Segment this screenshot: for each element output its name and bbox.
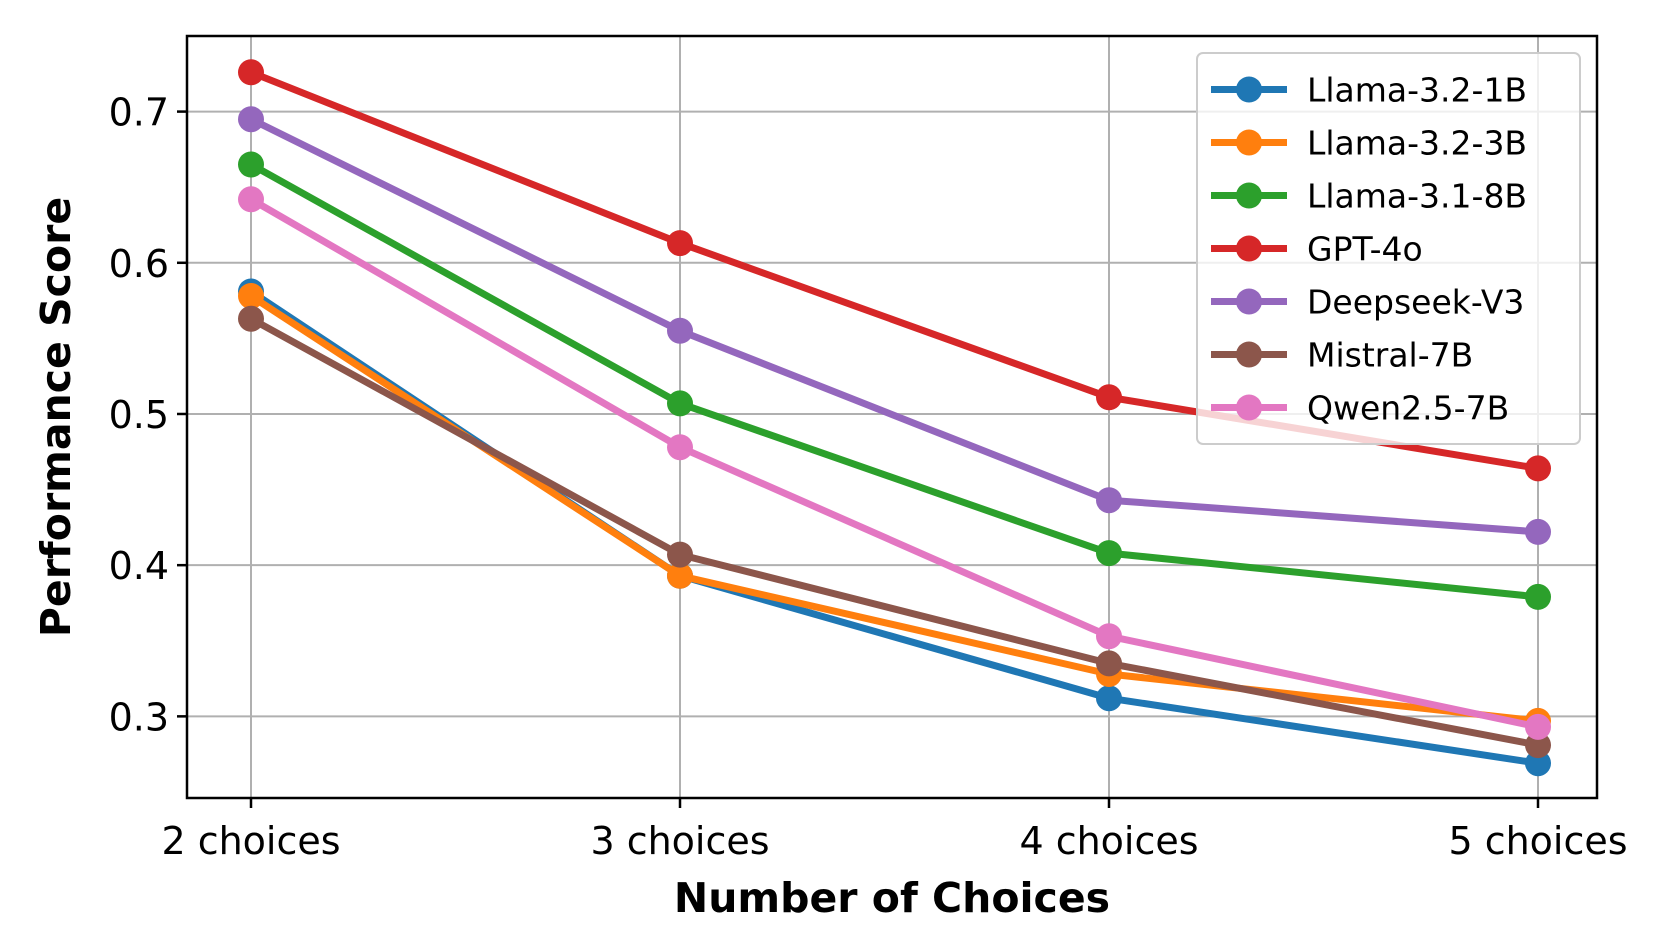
legend-marker	[1236, 76, 1262, 103]
legend-item: GPT-4o	[1211, 230, 1423, 269]
x-axis-title: Number of Choices	[674, 874, 1110, 922]
data-point	[1525, 583, 1551, 610]
legend-item: Deepseek-V3	[1211, 283, 1524, 322]
y-tick-label: 0.5	[109, 393, 169, 437]
data-point	[667, 230, 693, 257]
series-line	[249, 315, 1539, 749]
legend-marker	[1236, 288, 1262, 315]
data-point	[667, 317, 693, 344]
data-point	[667, 541, 693, 568]
legend-item: Qwen2.5-7B	[1211, 389, 1509, 428]
legend-marker	[1236, 394, 1262, 421]
legend-label: Llama-3.1-8B	[1307, 177, 1527, 216]
x-tick-label: 4 choices	[1019, 819, 1198, 863]
data-point	[667, 562, 693, 589]
legend-item: Llama-3.2-1B	[1211, 71, 1527, 110]
legend-label: Qwen2.5-7B	[1307, 389, 1509, 428]
data-point	[1525, 713, 1551, 740]
data-point	[667, 434, 693, 461]
data-point	[1525, 732, 1551, 759]
data-point	[238, 106, 264, 133]
data-point	[1525, 750, 1551, 777]
data-point	[1096, 685, 1122, 712]
data-point	[1525, 518, 1551, 545]
legend-marker	[1236, 182, 1262, 209]
data-point	[667, 390, 693, 417]
legend-marker	[1236, 129, 1262, 156]
legend-item: Llama-3.2-3B	[1211, 124, 1527, 163]
y-tick-label: 0.4	[109, 544, 169, 588]
legend: Llama-3.2-1B Llama-3.2-3B Llama-3.1-8B GPT-…	[1196, 52, 1581, 445]
data-point	[238, 283, 264, 309]
x-tick-label: 3 choices	[590, 819, 769, 863]
series-deepseek-v3	[238, 106, 1551, 545]
legend-label: GPT-4o	[1307, 230, 1423, 269]
legend-marker	[1236, 341, 1262, 368]
legend-label: Llama-3.2-1B	[1307, 71, 1527, 110]
series-group	[238, 59, 1551, 777]
data-point	[1525, 455, 1551, 482]
series-mistral-7b	[238, 305, 1551, 759]
series-line	[249, 196, 1539, 731]
data-point	[1096, 384, 1122, 411]
data-point	[1096, 540, 1122, 567]
legend-label: Mistral-7B	[1307, 336, 1473, 375]
legend-box	[1196, 52, 1581, 445]
x-tick-label: 2 choices	[161, 819, 340, 863]
legend-marker	[1236, 235, 1262, 262]
legend-label: Llama-3.2-3B	[1307, 124, 1527, 163]
y-tick-label: 0.3	[109, 695, 169, 739]
y-axis-title: Performance Score	[32, 197, 80, 637]
legend-label: Deepseek-V3	[1307, 283, 1524, 322]
legend-item: Llama-3.1-8B	[1211, 177, 1527, 216]
data-point	[1096, 487, 1122, 514]
series-line	[249, 161, 1539, 601]
data-point	[238, 59, 264, 86]
series-llama-3-1-8b	[238, 151, 1551, 610]
data-point	[238, 305, 264, 332]
x-tick-label: 5 choices	[1448, 819, 1627, 863]
data-point	[238, 186, 264, 213]
plot-frame	[185, 34, 1599, 800]
series-line	[249, 116, 1539, 536]
y-tick-label: 0.6	[109, 242, 169, 286]
data-point	[238, 151, 264, 178]
legend-item: Mistral-7B	[1211, 336, 1473, 375]
axis-ticks: 2 choices 3 choices 4 choices 5 choices 0.3 0…	[109, 91, 1628, 863]
data-point	[1096, 623, 1122, 650]
y-tick-label: 0.7	[109, 91, 169, 135]
series-qwen2-5-7b	[238, 186, 1551, 740]
data-point	[1096, 650, 1122, 677]
